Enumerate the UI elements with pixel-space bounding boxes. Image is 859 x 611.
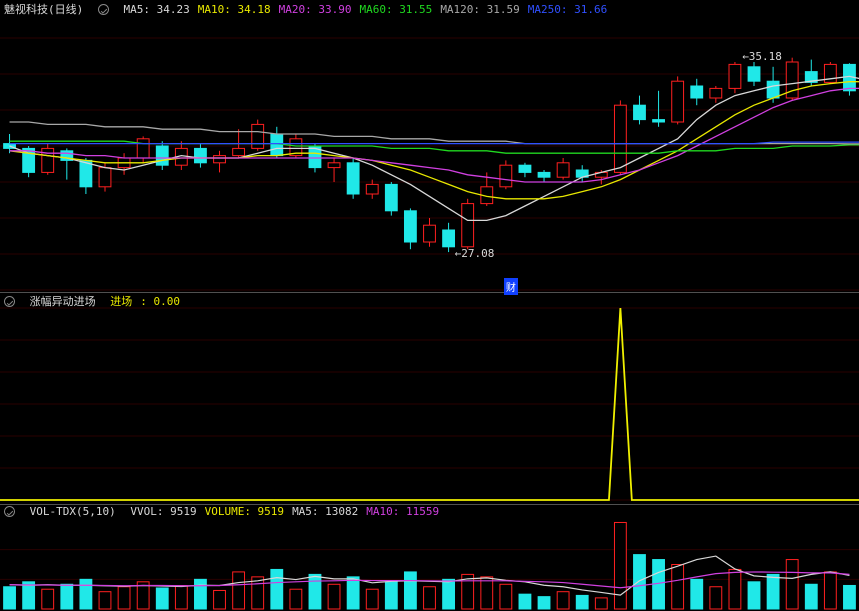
candle-header: 魅视科技(日线) MA5: 34.23 MA10: 34.18 MA20: 33.9… [4,1,623,17]
vol-label: MA5: 13082 [292,505,358,518]
candlestick-chart[interactable] [0,0,859,292]
ma-label: MA20: 33.90 [279,3,352,16]
indicator-value: 0.00 [154,295,181,308]
ma-label: MA60: 31.55 [359,3,432,16]
volume-chart[interactable] [0,504,859,611]
ma-label: MA10: 34.18 [198,3,271,16]
volume-header: VOL-TDX(5,10) VVOL: 9519 VOLUME: 9519 MA5:… [4,505,455,518]
high-price-annotation: ←35.18 [742,50,782,63]
stock-title: 魅视科技(日线) [4,3,83,16]
ma-label: MA120: 31.59 [440,3,519,16]
check-icon [4,506,15,517]
indicator-chart[interactable] [0,292,859,504]
indicator-label: 进场 [110,295,132,308]
check-icon [4,296,15,307]
cai-badge: 财 [504,278,518,295]
ma-label: MA250: 31.66 [528,3,607,16]
indicator-title: 涨幅异动进场 [30,295,96,308]
vol-label: VOLUME: 9519 [205,505,284,518]
indicator-panel[interactable]: 涨幅异动进场 进场: 0.00 [0,292,859,504]
ma-label: MA5: 34.23 [124,3,190,16]
vol-label: MA10: 11559 [366,505,439,518]
volume-title: VOL-TDX(5,10) [30,505,116,518]
vol-label: VVOL: 9519 [130,505,196,518]
indicator-header: 涨幅异动进场 进场: 0.00 [4,293,196,309]
check-icon [98,4,109,15]
candlestick-panel[interactable]: 魅视科技(日线) MA5: 34.23 MA10: 34.18 MA20: 33.9… [0,0,859,292]
low-price-annotation: ←27.08 [455,247,495,260]
volume-panel[interactable]: VOL-TDX(5,10) VVOL: 9519 VOLUME: 9519 MA5:… [0,504,859,611]
